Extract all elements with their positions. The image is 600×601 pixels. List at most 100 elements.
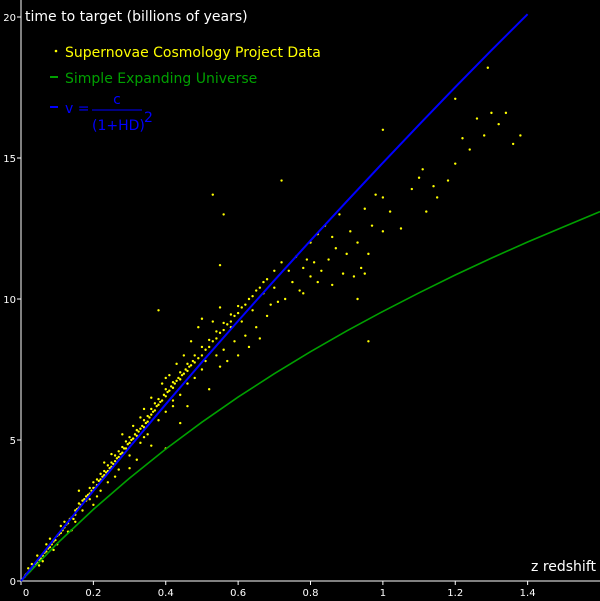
data-point (236, 304, 240, 308)
data-point (483, 134, 486, 137)
data-point (141, 424, 144, 428)
data-point (108, 467, 111, 470)
data-point (388, 210, 392, 213)
data-point (179, 393, 182, 397)
data-point (137, 430, 140, 433)
x-tick-label: 0.8 (303, 588, 319, 599)
data-point (179, 378, 182, 381)
data-point (36, 554, 39, 557)
data-point (177, 376, 180, 380)
data-point (164, 388, 167, 391)
data-point (171, 404, 175, 408)
data-point (200, 368, 204, 371)
data-point (27, 567, 30, 570)
data-point (247, 345, 251, 349)
data-point (121, 451, 124, 454)
data-point (139, 416, 142, 419)
data-point (338, 213, 341, 216)
data-point (186, 404, 189, 408)
data-point (374, 193, 377, 196)
data-point (417, 176, 421, 179)
data-point (150, 444, 153, 447)
data-point (432, 185, 435, 188)
x-tick-label: 1 (380, 588, 386, 599)
data-point (72, 517, 75, 521)
data-point (352, 275, 356, 278)
data-point (121, 445, 124, 449)
data-point (155, 404, 158, 408)
data-point (519, 134, 522, 137)
data-point (159, 400, 162, 404)
data-point (179, 421, 182, 425)
legend-label-supernovae: Supernovae Cosmology Project Data (65, 45, 321, 61)
data-point (59, 524, 63, 528)
data-point (92, 503, 95, 507)
data-point (186, 369, 189, 373)
data-point (410, 187, 414, 191)
data-point (110, 452, 113, 456)
expanding-universe-line (20, 210, 600, 582)
data-point (101, 475, 104, 478)
data-point (497, 122, 500, 126)
data-point (276, 300, 280, 304)
x-axis-label: z redshift (531, 559, 596, 575)
data-point (124, 440, 128, 443)
data-point (331, 235, 334, 239)
data-point (511, 142, 515, 146)
legend-label-velocity-numerator: c (113, 92, 121, 108)
data-point (251, 309, 254, 312)
data-point (287, 269, 290, 272)
legend-label-velocity-exponent: 2 (144, 110, 153, 126)
data-point (150, 396, 153, 399)
data-point (30, 562, 34, 566)
data-point (280, 179, 283, 182)
data-point (173, 382, 176, 385)
data-point (131, 424, 135, 428)
data-point (204, 359, 207, 363)
data-point (247, 297, 251, 301)
data-point (215, 354, 218, 357)
data-point (164, 410, 167, 413)
data-point (265, 314, 269, 318)
data-point (175, 379, 178, 382)
y-axis-label: time to target (billions of years) (25, 9, 248, 25)
data-point (222, 348, 225, 351)
series-lines (20, 13, 600, 582)
data-point (157, 419, 160, 422)
x-tick-label: 0.6 (230, 588, 246, 599)
data-point (320, 269, 323, 272)
data-point (273, 269, 276, 272)
data-point (229, 313, 233, 316)
data-point (341, 272, 345, 275)
data-point (265, 278, 269, 281)
data-point (119, 452, 122, 456)
data-point (162, 393, 166, 397)
data-point (197, 357, 200, 360)
data-point (169, 385, 173, 388)
legend-label-velocity-denominator: (1+HD) (92, 118, 145, 134)
data-point (207, 388, 211, 391)
data-point (103, 469, 106, 473)
data-point (222, 321, 225, 325)
data-point (191, 359, 195, 363)
data-point (110, 461, 113, 464)
data-point (88, 498, 91, 501)
data-point (226, 359, 229, 363)
data-point (182, 372, 186, 375)
data-point (148, 416, 151, 419)
data-point (236, 354, 240, 357)
data-point (381, 128, 385, 131)
data-point (273, 286, 276, 289)
data-point (160, 382, 164, 385)
data-point (283, 297, 287, 301)
data-point (151, 410, 155, 413)
data-point (229, 320, 233, 323)
data-point (425, 210, 428, 213)
data-point (302, 292, 305, 295)
data-point (309, 275, 312, 278)
data-point (157, 397, 160, 401)
data-point (99, 489, 102, 492)
y-tick-label: 5 (10, 436, 16, 447)
data-point (115, 457, 119, 460)
